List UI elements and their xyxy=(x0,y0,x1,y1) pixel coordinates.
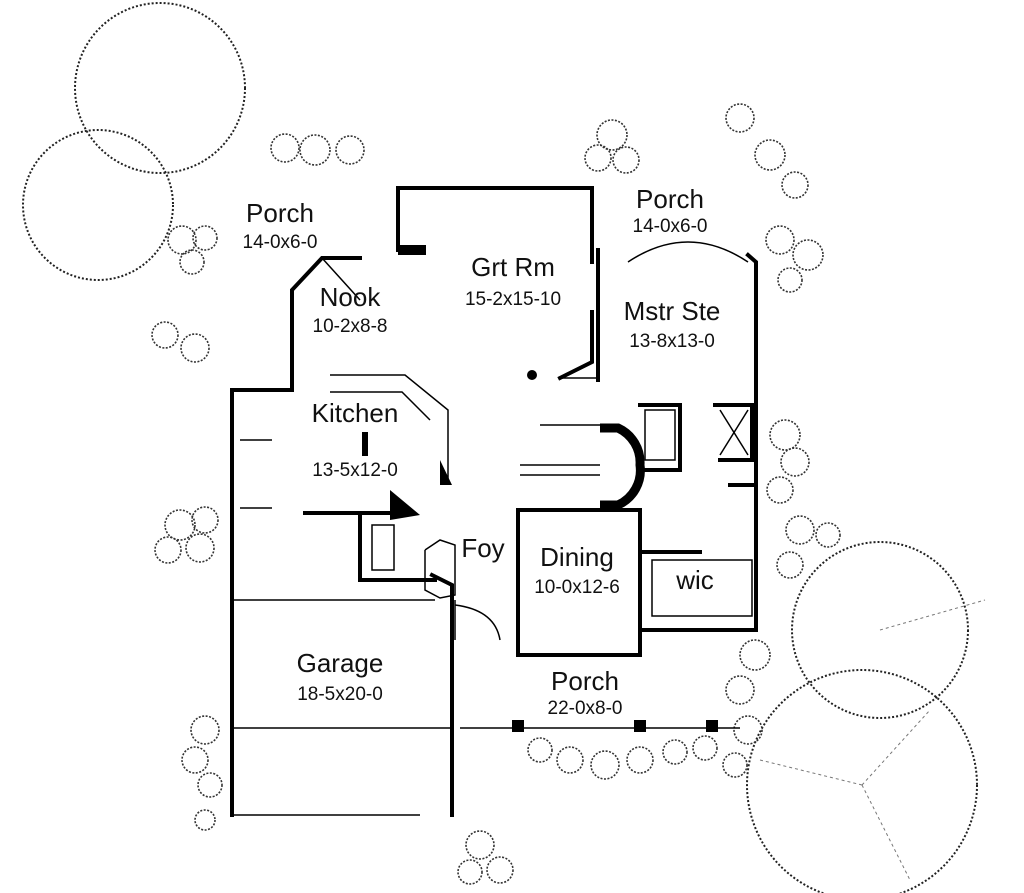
foy-name: Foy xyxy=(461,533,504,563)
shrubs xyxy=(151,103,841,885)
grt-rm-name: Grt Rm xyxy=(471,252,555,282)
nook-name: Nook xyxy=(320,282,382,312)
mstr-ste-dims: 13-8x13-0 xyxy=(629,331,715,352)
porch-right-dims: 14-0x6-0 xyxy=(633,216,708,237)
porch-front-name: Porch xyxy=(551,666,619,696)
tree-top-left xyxy=(74,2,246,174)
porch-right-name: Porch xyxy=(636,184,704,214)
porch-front-dims: 22-0x8-0 xyxy=(548,698,623,719)
kitchen-dims: 13-5x12-0 xyxy=(312,460,398,481)
nook-dims: 10-2x8-8 xyxy=(313,316,388,337)
tree-right-lower xyxy=(746,669,978,893)
kitchen-name: Kitchen xyxy=(312,398,399,428)
landscaping xyxy=(22,2,986,893)
wic-name: wic xyxy=(675,565,714,595)
dining-name: Dining xyxy=(540,542,614,572)
walls xyxy=(230,186,758,817)
dining-dims: 10-0x12-6 xyxy=(534,577,620,598)
grt-rm-dims: 15-2x15-10 xyxy=(465,289,561,310)
tree-left xyxy=(22,129,174,281)
tree-right-upper xyxy=(791,541,969,719)
garage-name: Garage xyxy=(297,648,384,678)
garage-dims: 18-5x20-0 xyxy=(297,684,383,705)
porch-left-name: Porch xyxy=(246,198,314,228)
porch-left-dims: 14-0x6-0 xyxy=(243,232,318,253)
mstr-ste-name: Mstr Ste xyxy=(624,296,721,326)
room-labels: Porch 14-0x6-0 Porch 14-0x6-0 Grt Rm 15-… xyxy=(243,184,721,719)
